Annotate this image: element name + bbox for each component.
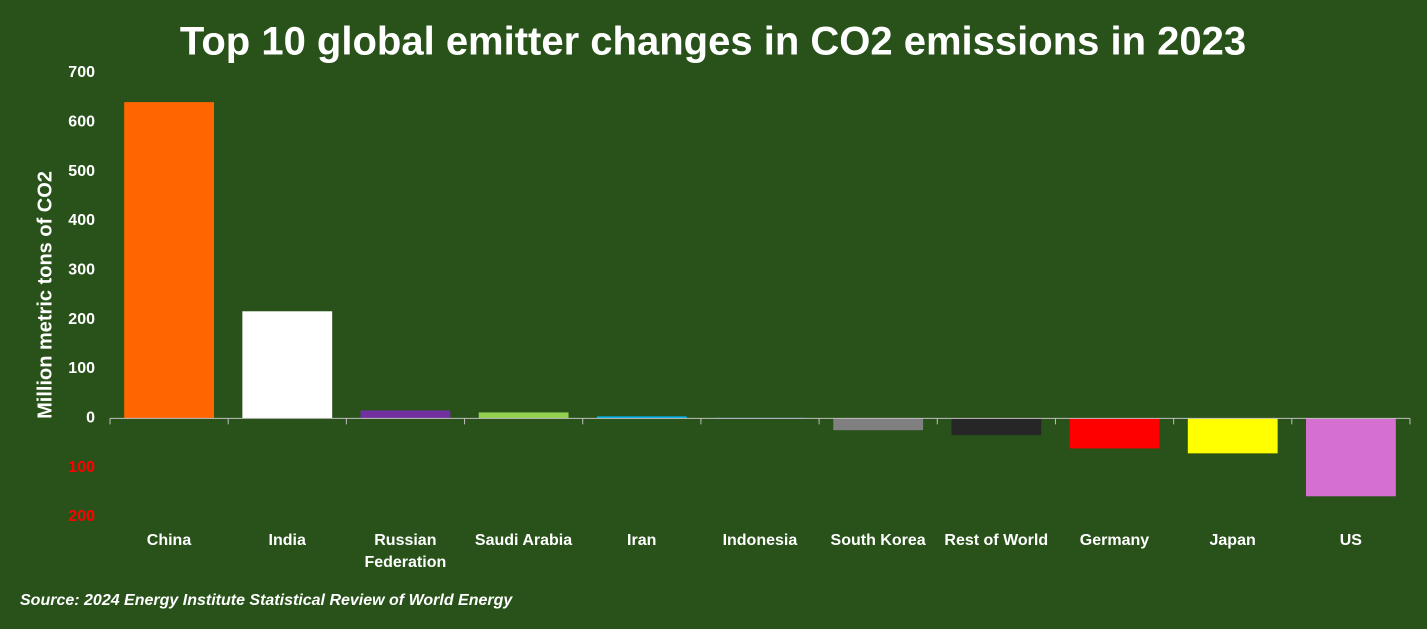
- bar: [596, 416, 687, 419]
- x-tick-label: China: [146, 532, 192, 549]
- x-tick-label: Iran: [627, 532, 657, 549]
- bar: [124, 102, 214, 419]
- y-tick-label: 100: [68, 360, 95, 377]
- bar: [1069, 418, 1160, 449]
- y-tick-label: 500: [68, 163, 95, 180]
- x-tick-label: US: [1339, 532, 1362, 549]
- bar: [951, 418, 1042, 436]
- y-tick-label: 100: [68, 459, 95, 476]
- x-tick-label: Germany: [1079, 532, 1150, 549]
- x-tick-label: Russian Federation: [364, 532, 447, 571]
- bar: [1187, 418, 1278, 454]
- bar: [833, 418, 924, 431]
- y-tick-label: 600: [68, 114, 95, 131]
- chart-title: Top 10 global emitter changes in CO2 emi…: [180, 20, 1246, 64]
- bar: [1306, 418, 1396, 497]
- x-tick-label: India: [268, 532, 306, 549]
- x-tick-label: Indonesia: [722, 532, 798, 549]
- x-tick-label: Japan: [1209, 532, 1256, 549]
- x-tick-label: South Korea: [830, 532, 926, 549]
- bar: [242, 311, 333, 419]
- y-tick-label: 200: [68, 311, 95, 328]
- bar: [478, 412, 569, 419]
- y-axis-title: Million metric tons of CO2: [34, 171, 56, 419]
- source-note: Source: 2024 Energy Institute Statistica…: [20, 592, 513, 609]
- x-tick-label: Saudi Arabia: [474, 532, 573, 549]
- bar: [360, 410, 451, 419]
- y-tick-label: 0: [86, 410, 95, 427]
- y-tick-label: 200: [68, 508, 95, 525]
- x-tick-label: Rest of World: [944, 532, 1049, 549]
- y-tick-label: 400: [68, 212, 95, 229]
- y-tick-label: 300: [68, 262, 95, 279]
- y-tick-label: 700: [68, 64, 95, 81]
